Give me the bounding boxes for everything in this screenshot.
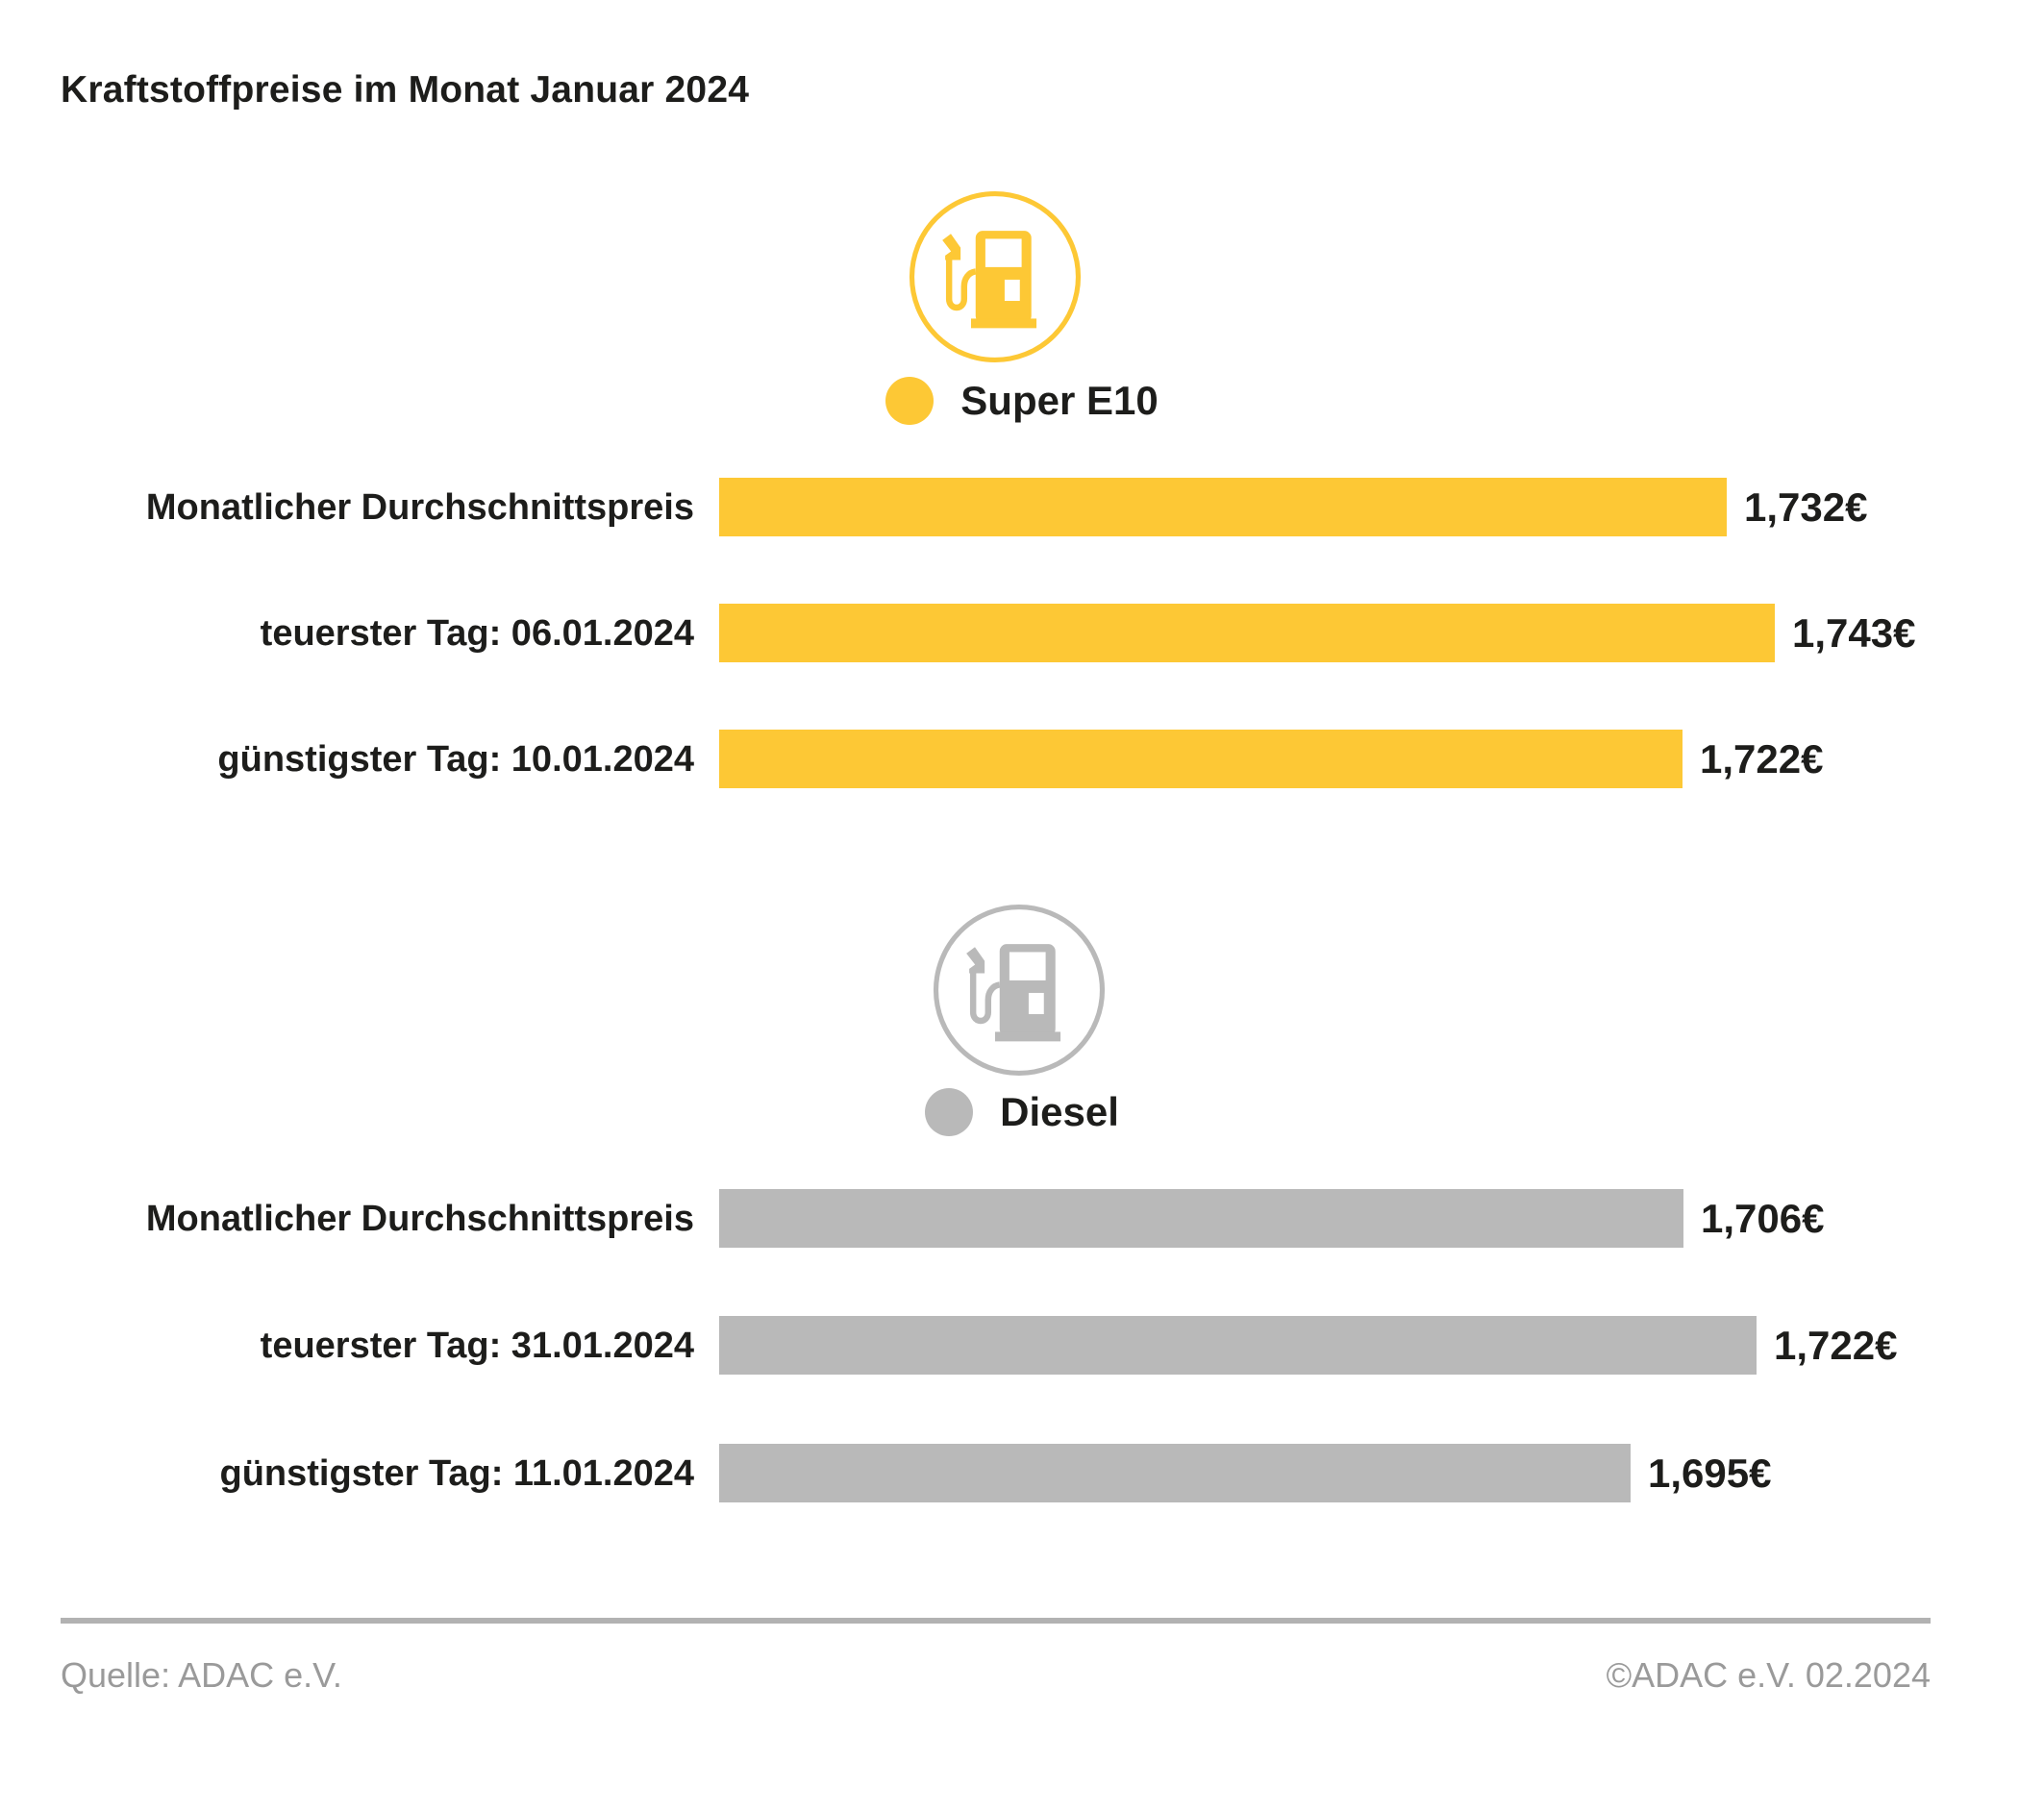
footer-divider [61, 1618, 1931, 1624]
super-e10-fuel-pump-icon [907, 188, 1084, 365]
row-label: Monatlicher Durchschnittspreis [145, 486, 694, 528]
diesel-fuel-pump-icon [931, 902, 1108, 1079]
super-e10-legend: Super E10 [0, 375, 2044, 427]
diesel-row-average: Monatlicher Durchschnittspreis 1,706€ [61, 1189, 1931, 1248]
diesel-legend-label: Diesel [1000, 1089, 1119, 1134]
price-bar [719, 604, 1775, 662]
diesel-legend: Diesel [0, 1086, 2044, 1138]
row-label: teuerster Tag: 31.01.2024 [260, 1325, 694, 1366]
super-e10-row-cheapest: günstigster Tag: 10.01.2024 1,722€ [61, 730, 1931, 788]
row-label: günstigster Tag: 10.01.2024 [217, 738, 694, 780]
price-value: 1,706€ [1701, 1195, 1825, 1241]
row-label: günstigster Tag: 11.01.2024 [219, 1452, 695, 1494]
price-value: 1,695€ [1648, 1450, 1772, 1496]
price-value: 1,722€ [1700, 735, 1824, 781]
price-bar [719, 1444, 1631, 1502]
price-value: 1,743€ [1792, 609, 1916, 656]
super-e10-legend-label: Super E10 [960, 378, 1159, 423]
super-e10-legend-dot-icon [885, 377, 935, 425]
source-text: Quelle: ADAC e.V. [61, 1655, 342, 1695]
diesel-row-cheapest: günstigster Tag: 11.01.2024 1,695€ [61, 1444, 1931, 1502]
diesel-legend-dot-icon [925, 1088, 974, 1136]
super-e10-row-average: Monatlicher Durchschnittspreis 1,732€ [61, 478, 1931, 536]
row-label: teuerster Tag: 06.01.2024 [260, 612, 694, 654]
super-e10-row-most-expensive: teuerster Tag: 06.01.2024 1,743€ [61, 604, 1931, 662]
copyright-text: ©ADAC e.V. 02.2024 [1606, 1655, 1931, 1695]
price-bar [719, 1189, 1683, 1248]
price-value: 1,732€ [1744, 484, 1868, 530]
row-label: Monatlicher Durchschnittspreis [145, 1198, 694, 1239]
diesel-row-most-expensive: teuerster Tag: 31.01.2024 1,722€ [61, 1316, 1931, 1375]
price-bar [719, 730, 1683, 788]
price-value: 1,722€ [1774, 1322, 1898, 1368]
price-bar [719, 478, 1727, 536]
page-title: Kraftstoffpreise im Monat Januar 2024 [61, 69, 750, 111]
price-bar [719, 1316, 1757, 1375]
